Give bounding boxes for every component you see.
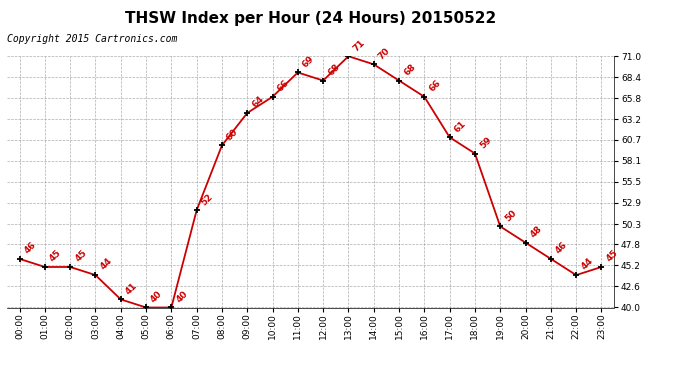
Text: THSW Index per Hour (24 Hours) 20150522: THSW Index per Hour (24 Hours) 20150522 [125,11,496,26]
Text: 40: 40 [149,289,164,304]
Text: 71: 71 [351,38,367,53]
Text: 68: 68 [402,62,417,77]
Text: 70: 70 [377,46,392,61]
Text: 46: 46 [23,240,38,256]
Text: 60: 60 [225,127,240,142]
Text: 45: 45 [48,249,63,264]
Text: 44: 44 [99,256,114,272]
Text: THSW  (°F): THSW (°F) [600,2,659,12]
Text: 41: 41 [124,281,139,296]
Text: 50: 50 [503,208,518,223]
Text: 44: 44 [579,256,595,272]
Text: 45: 45 [73,249,88,264]
Text: 69: 69 [301,54,316,69]
Text: 52: 52 [199,192,215,207]
Text: 68: 68 [326,62,342,77]
Text: 64: 64 [250,94,266,110]
Text: 45: 45 [604,249,620,264]
Text: 48: 48 [529,224,544,239]
Text: 61: 61 [453,119,468,134]
Text: 46: 46 [554,240,569,256]
Text: 40: 40 [175,289,190,304]
Text: Copyright 2015 Cartronics.com: Copyright 2015 Cartronics.com [7,34,177,44]
Text: 59: 59 [478,135,493,150]
Text: 66: 66 [275,78,290,93]
Text: 66: 66 [427,78,442,93]
